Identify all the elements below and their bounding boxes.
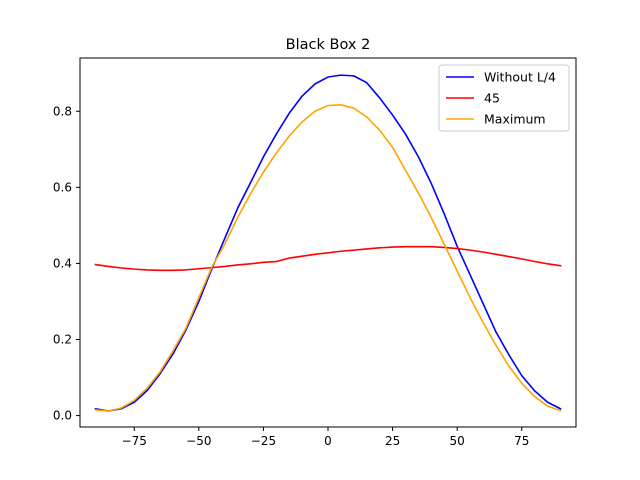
y-tick-label: 0.8 xyxy=(53,104,72,118)
y-tick-label: 0.6 xyxy=(53,180,72,194)
series-line-0 xyxy=(94,74,562,412)
series-layer xyxy=(94,74,562,412)
x-axis: −75 −50 −25 0 25 50 75 xyxy=(122,427,529,448)
legend-label-0: Without L/4 xyxy=(484,70,556,85)
series-line-1 xyxy=(94,245,562,272)
x-tick-label: 75 xyxy=(514,434,529,448)
legend: Without L/4 45 Maximum xyxy=(438,64,570,132)
x-tick-label: 0 xyxy=(324,434,332,448)
y-axis: 0.0 0.2 0.4 0.6 0.8 xyxy=(53,104,80,423)
y-tick-label: 0.4 xyxy=(53,256,72,270)
legend-label-2: Maximum xyxy=(484,112,546,127)
legend-box xyxy=(438,64,570,132)
x-tick-label: −75 xyxy=(122,434,147,448)
legend-label-1: 45 xyxy=(484,91,500,106)
y-tick-label: 0.0 xyxy=(53,409,72,423)
y-tick-label: 0.2 xyxy=(53,333,72,347)
x-tick-label: −50 xyxy=(186,434,211,448)
x-tick-label: 25 xyxy=(385,434,400,448)
chart-title: Black Box 2 xyxy=(286,37,371,53)
series-line-2 xyxy=(94,103,562,412)
x-tick-label: 50 xyxy=(450,434,465,448)
x-tick-label: −25 xyxy=(251,434,276,448)
